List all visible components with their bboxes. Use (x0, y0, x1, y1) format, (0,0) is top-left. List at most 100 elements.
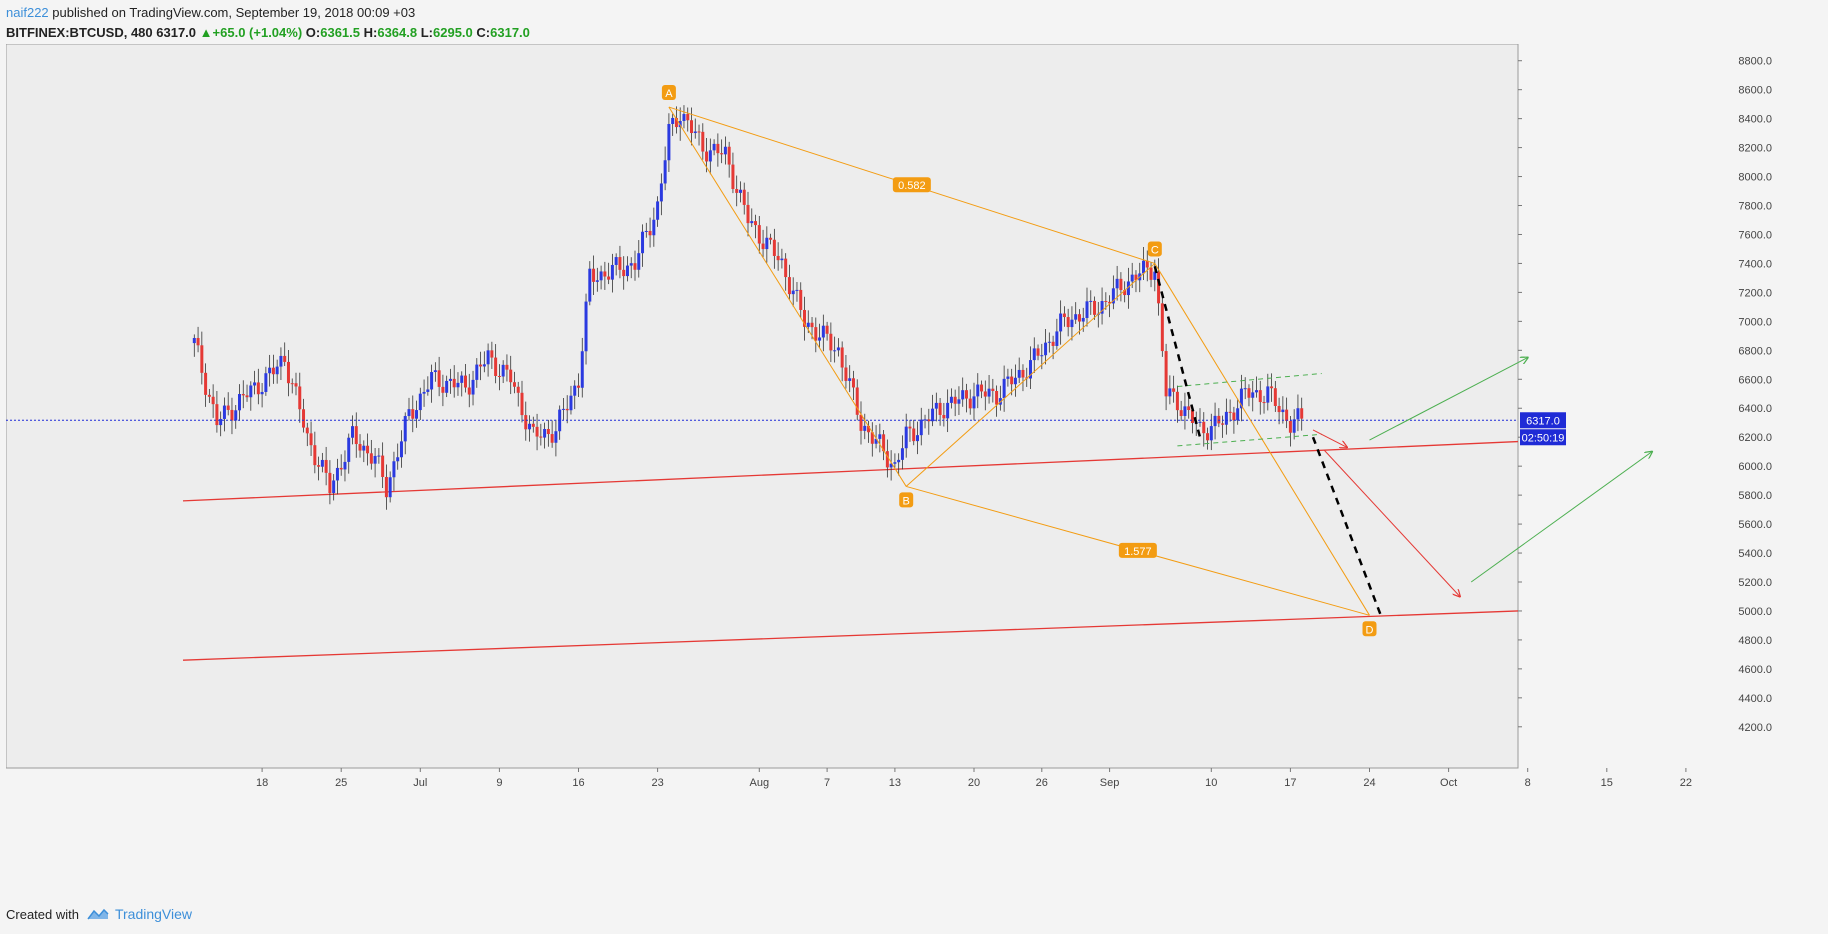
candle-body (373, 455, 377, 464)
candle-body (271, 367, 275, 375)
candle (976, 373, 980, 409)
candle-body (957, 399, 961, 404)
candle (1062, 306, 1066, 327)
candle (938, 397, 942, 426)
candle (1055, 318, 1059, 350)
candle (1206, 427, 1210, 450)
candle-body (791, 290, 795, 295)
candle-body (674, 117, 678, 128)
candle (1153, 259, 1157, 292)
author-link[interactable]: naif222 (6, 5, 49, 20)
candle (742, 182, 746, 215)
y-tick-label: 4200.0 (1738, 722, 1772, 734)
candle (577, 373, 580, 398)
open-value: 6361.5 (320, 25, 360, 40)
candle-body (607, 276, 611, 280)
candle (1074, 302, 1078, 324)
candle (825, 321, 829, 341)
candle-body (543, 428, 547, 438)
candle-body (712, 143, 716, 151)
candle-body (430, 372, 434, 390)
candle-body (874, 438, 878, 444)
pattern-leg (668, 106, 907, 487)
candle (1202, 412, 1206, 447)
countdown-tag: 02:50:19 (1522, 432, 1565, 444)
candle (366, 433, 370, 466)
candle (426, 376, 430, 396)
candle (516, 381, 520, 407)
candle-body (335, 467, 339, 481)
candle (215, 390, 219, 433)
candle (509, 355, 513, 395)
candle (226, 392, 230, 416)
candle-body (931, 408, 935, 422)
candle-body (1172, 388, 1176, 392)
candle (1059, 300, 1063, 345)
candle-body (1232, 412, 1236, 421)
candle-body (1047, 341, 1051, 343)
candle (641, 224, 645, 267)
candle (286, 350, 290, 397)
tradingview-brand[interactable]: TradingView (87, 906, 192, 922)
candle-body (833, 350, 837, 352)
candle (204, 363, 208, 407)
chart-header: naif222 published on TradingView.com, Se… (6, 3, 530, 43)
chart-area[interactable]: 8800.0 8600.0 8400.0 8200.0 8000.0 7800.0 7600… (5, 43, 1824, 898)
candle (384, 464, 388, 510)
candle (317, 456, 321, 481)
candle-body (475, 364, 479, 380)
candle (1021, 364, 1025, 392)
candle-body (1062, 313, 1066, 318)
candle-body (441, 386, 445, 393)
candle-body (908, 426, 912, 429)
candle-body (1206, 433, 1210, 441)
x-tick-label: 24 (1363, 777, 1375, 789)
candle (701, 123, 705, 160)
candle (415, 400, 419, 428)
candle (1126, 267, 1130, 309)
candle (377, 448, 381, 464)
candle-body (701, 131, 705, 152)
candle-body (1179, 410, 1183, 416)
candle (332, 474, 336, 501)
candle (795, 282, 799, 302)
candle (814, 317, 818, 353)
y-tick-label: 8800.0 (1738, 56, 1772, 68)
candle-body (200, 345, 204, 373)
candle (192, 334, 196, 357)
symbol-label: BITFINEX:BTCUSD, 480 (6, 25, 153, 40)
candle-body (761, 243, 765, 250)
candle-body (976, 384, 980, 397)
candle (490, 341, 494, 369)
candle-body (836, 347, 840, 351)
candle-body (795, 289, 799, 291)
price-chart[interactable]: 8800.08600.08400.08200.08000.07800.07600… (5, 43, 1824, 898)
candle-body (644, 230, 648, 232)
candle (663, 146, 667, 191)
candle (667, 113, 671, 173)
candle (731, 152, 735, 194)
candle-body (501, 364, 505, 377)
candle (840, 341, 844, 382)
candle-body (946, 402, 950, 419)
candle (1281, 396, 1285, 424)
candle-body (1123, 290, 1127, 296)
candle-body (561, 408, 565, 410)
candle-body (1288, 420, 1292, 433)
candle (961, 377, 965, 407)
candle (1273, 380, 1277, 412)
candle (351, 415, 354, 445)
candle-body (1236, 408, 1240, 421)
candle-body (396, 457, 400, 462)
x-tick-label: 23 (651, 777, 663, 789)
candle (497, 364, 501, 391)
candle (678, 107, 682, 141)
candle (305, 422, 309, 447)
channel-line (1177, 372, 1322, 388)
candle (1123, 281, 1127, 303)
candle-body (366, 445, 370, 454)
high-value: 6364.8 (377, 25, 418, 40)
candle (1232, 406, 1236, 434)
candle-body (1074, 314, 1078, 320)
y-tick-label: 7200.0 (1738, 287, 1772, 299)
